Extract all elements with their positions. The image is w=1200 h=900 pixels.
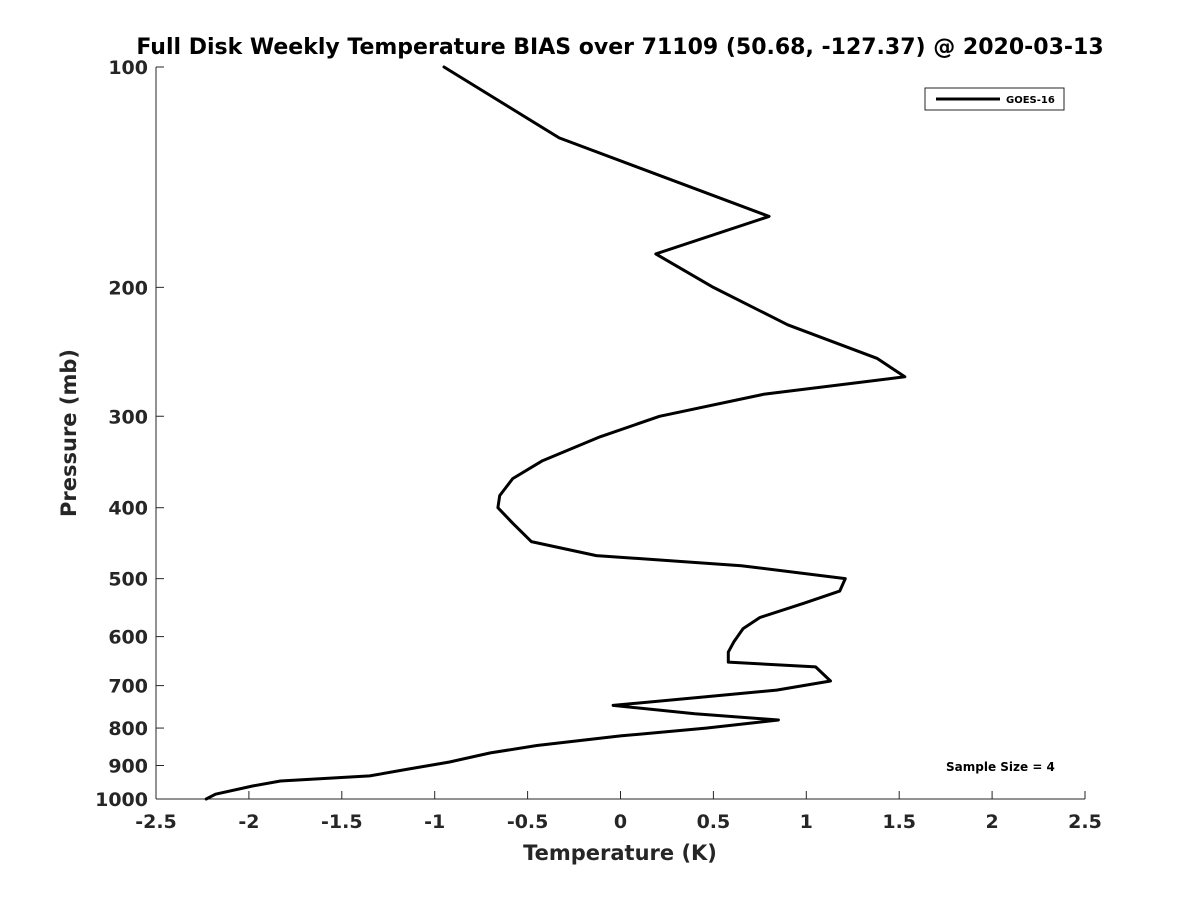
- y-tick-label: 100: [108, 57, 148, 79]
- series-layer: [204, 65, 907, 801]
- y-tick-label: 400: [108, 498, 148, 520]
- y-tick-label: 800: [108, 718, 148, 740]
- series-line-goes-16: [204, 65, 907, 801]
- x-tick-label: -1.5: [321, 811, 363, 833]
- x-tick-label: 0: [614, 811, 627, 833]
- y-tick-label: 500: [108, 569, 148, 591]
- x-tick-label: -2.5: [135, 811, 177, 833]
- x-tick-label: 1: [800, 811, 813, 833]
- y-axis-label: Pressure (mb): [57, 349, 81, 517]
- x-tick-label: 2.5: [1068, 811, 1102, 833]
- sample-size-annotation: Sample Size = 4: [946, 760, 1055, 774]
- y-tick-label: 200: [108, 277, 148, 299]
- x-tick-label: -1: [424, 811, 445, 833]
- x-tick-label: -2: [238, 811, 259, 833]
- x-tick-label: -0.5: [507, 811, 549, 833]
- x-ticks: -2.5 -2 -1.5 -1 -0.5 0 0.5 1 1.5 2 2.5: [135, 791, 1102, 833]
- x-tick-label: 2: [985, 811, 998, 833]
- y-tick-label: 300: [108, 406, 148, 428]
- chart-title: Full Disk Weekly Temperature BIAS over 7…: [136, 35, 1103, 60]
- y-ticks: 100 200 300 400 500 600 700 800 900 1000: [95, 57, 164, 811]
- y-tick-label: 700: [108, 676, 148, 698]
- y-tick-label: 900: [108, 756, 148, 778]
- axes: [155, 67, 1085, 800]
- legend-entry-goes-16: GOES-16: [1006, 95, 1055, 106]
- x-tick-label: 1.5: [882, 811, 916, 833]
- x-tick-label: 0.5: [697, 811, 731, 833]
- legend: GOES-16: [924, 87, 1065, 111]
- y-tick-label: 1000: [95, 789, 148, 811]
- x-axis-label: Temperature (K): [523, 841, 717, 865]
- y-tick-label: 600: [108, 627, 148, 649]
